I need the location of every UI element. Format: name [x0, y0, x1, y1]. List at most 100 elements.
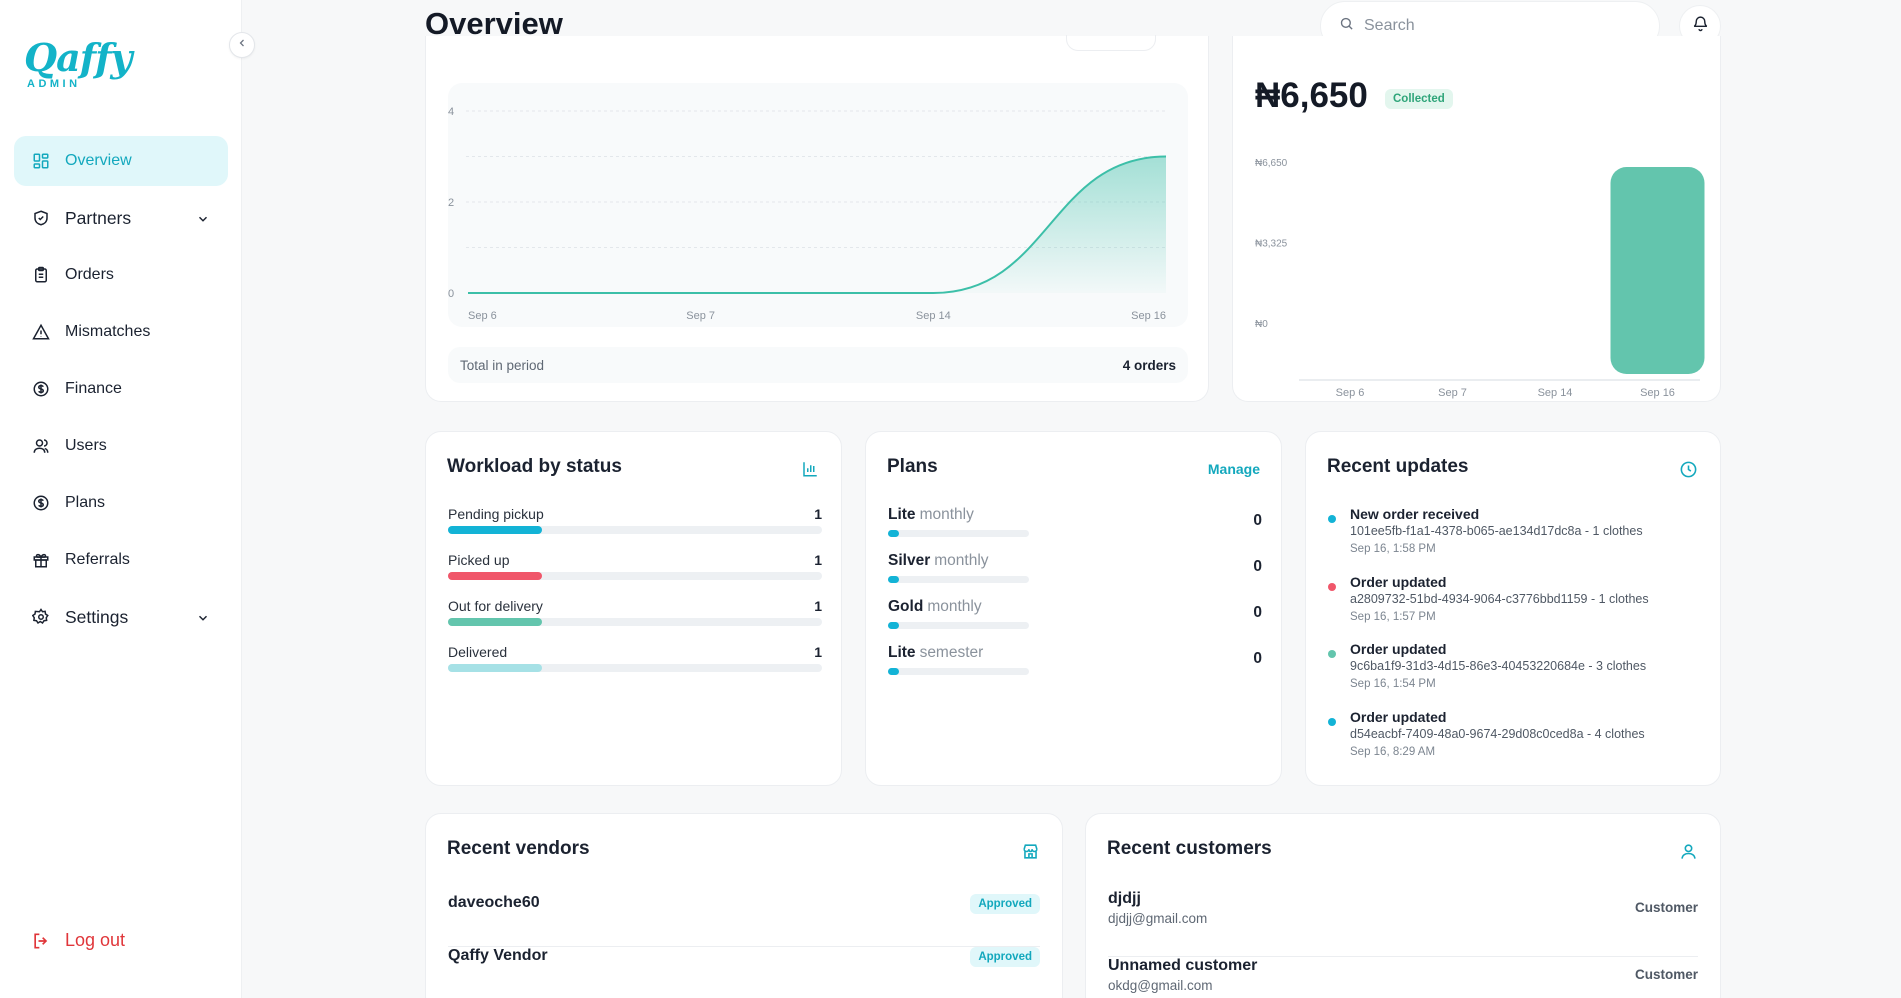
progress-track [448, 526, 822, 534]
sidebar-item-finance[interactable]: Finance [14, 364, 228, 414]
y-tick-label: 2 [448, 197, 454, 209]
search-icon [1339, 16, 1354, 36]
update-time: Sep 16, 1:54 PM [1350, 678, 1436, 690]
plan-count: 0 [1253, 650, 1262, 667]
update-item[interactable]: Order updated a2809732-51bd-4934-9064-c37… [1328, 574, 1708, 623]
dollar-icon [31, 493, 51, 513]
sidebar-item-label: Finance [65, 380, 122, 397]
x-tick-label: Sep 16 [1640, 387, 1675, 399]
workload-count: 1 [814, 506, 822, 522]
update-title: Order updated [1350, 641, 1447, 657]
workload-row: Out for delivery 1 [448, 598, 822, 626]
customers-title: Recent customers [1107, 838, 1272, 859]
recent-vendors-card: Recent vendors daveoche60 Approved Qaffy V… [425, 813, 1063, 998]
plan-name: Silver [888, 552, 931, 569]
progress-track [448, 618, 822, 626]
progress-fill [888, 576, 899, 583]
sidebar-item-label: Plans [65, 494, 106, 511]
sidebar-item-mismatches[interactable]: Mismatches [14, 307, 228, 357]
workload-count: 1 [814, 644, 822, 660]
y-tick-label: ₦0 [1255, 319, 1268, 330]
plan-row[interactable]: Lite monthly 0 [888, 506, 1262, 537]
plan-row[interactable]: Lite semester 0 [888, 644, 1262, 675]
sidebar-item-label: Settings [65, 606, 129, 627]
update-item[interactable]: Order updated 9c6ba1f9-31d3-4d15-86e3-404… [1328, 641, 1708, 690]
plan-row[interactable]: Gold monthly 0 [888, 598, 1262, 629]
status-dot [1328, 515, 1336, 523]
sidebar-item-users[interactable]: Users [14, 421, 228, 471]
clipboard-icon [31, 265, 51, 285]
finance-amount: ₦6,650 [1255, 76, 1368, 115]
logout-button[interactable]: Log out [31, 930, 125, 951]
sidebar-item-settings[interactable]: Settings [14, 592, 228, 642]
sidebar-item-label: Referrals [65, 551, 130, 568]
sidebar-item-label: Overview [65, 152, 132, 169]
total-label: Total in period [460, 357, 545, 373]
sidebar-item-partners[interactable]: Partners [14, 193, 228, 243]
brand-logo[interactable]: Qaffy ADMIN [24, 35, 132, 91]
clock-icon [1679, 460, 1698, 484]
vendor-name: Qaffy Vendor [448, 947, 548, 964]
bar[interactable] [1610, 167, 1705, 374]
orders-total-row: Total in period 4 orders [448, 347, 1188, 383]
updates-title: Recent updates [1327, 456, 1469, 477]
brand-sub: ADMIN [27, 78, 81, 90]
user-icon[interactable] [1679, 842, 1698, 866]
customer-row[interactable]: djdjj djdjj@gmail.com Customer [1108, 890, 1698, 957]
plan-count: 0 [1253, 604, 1262, 621]
customer-role: Customer [1634, 900, 1698, 915]
workload-label: Picked up [448, 552, 510, 568]
series-area [468, 156, 1166, 293]
plan-count: 0 [1253, 558, 1262, 575]
finance-bar-chart: ₦0 ₦3,325 ₦6,650 Sep 6 Sep 7 Sep 14 Sep 16 [1255, 158, 1705, 399]
orders-area-chart: 0 2 4 Sep 6 Sep 7 Sep 14 Sep 16 [448, 106, 1168, 322]
users-icon [31, 436, 51, 456]
logout-label: Log out [65, 930, 126, 950]
sidebar-item-label: Mismatches [65, 323, 151, 340]
progress-track [888, 668, 1029, 675]
y-tick-label: 4 [448, 106, 454, 118]
plan-term: semester [919, 644, 984, 661]
sidebar-item-plans[interactable]: Plans [14, 478, 228, 528]
progress-fill [888, 668, 899, 675]
workload-label: Delivered [448, 644, 508, 660]
progress-track [448, 664, 822, 672]
range-selector[interactable] [1066, 35, 1156, 51]
plan-row[interactable]: Silver monthly 0 [888, 552, 1262, 583]
update-time: Sep 16, 1:57 PM [1350, 610, 1436, 623]
plan-term: monthly [934, 552, 989, 569]
sidebar-item-referrals[interactable]: Referrals [14, 535, 228, 585]
progress-fill [448, 526, 542, 534]
update-item[interactable]: Order updated d54eacbf-7409-48a0-9674-29d… [1328, 709, 1708, 758]
sidebar-item-orders[interactable]: Orders [14, 250, 228, 300]
customer-email: djdjj@gmail.com [1108, 911, 1208, 926]
update-item[interactable]: New order received 101ee5fb-f1a1-4378-b06… [1328, 506, 1708, 555]
customer-row[interactable]: Unnamed customer okdg@gmail.com Customer [1108, 957, 1698, 998]
search-input[interactable] [1364, 17, 1624, 35]
progress-fill [448, 664, 542, 672]
manage-plans-link[interactable]: Manage [1207, 461, 1260, 477]
status-badge: Collected [1385, 89, 1453, 109]
recent-customers-card: Recent customers djdjj djdjj@gmail.com Cus… [1085, 813, 1721, 998]
brand-name: Qaffy [24, 35, 132, 80]
update-time: Sep 16, 1:58 PM [1350, 543, 1436, 555]
progress-fill [888, 530, 899, 537]
sidebar-nav: Overview Partners Orders Mismatches [14, 136, 228, 649]
y-tick-label: ₦3,325 [1255, 239, 1288, 250]
vendor-row[interactable]: Qaffy Vendor Approved [448, 947, 1040, 998]
progress-track [888, 530, 1029, 537]
update-detail: 9c6ba1f9-31d3-4d15-86e3-40453220684e - 3… [1350, 659, 1647, 673]
workload-row: Picked up 1 [448, 552, 822, 580]
update-detail: a2809732-51bd-4934-9064-c3776bbd1159 - 1… [1350, 591, 1649, 606]
vendor-row[interactable]: daveoche60 Approved [448, 894, 1040, 947]
sidebar-item-label: Orders [65, 266, 114, 283]
x-tick-label: Sep 14 [1538, 387, 1573, 399]
bar-chart-icon[interactable] [801, 460, 819, 483]
update-title: New order received [1350, 506, 1480, 522]
update-detail: d54eacbf-7409-48a0-9674-29d08c0ced8a - 4… [1350, 726, 1645, 741]
collapse-sidebar-button[interactable] [229, 32, 255, 58]
store-icon[interactable] [1021, 842, 1040, 866]
y-tick-label: 0 [448, 288, 454, 300]
workload-count: 1 [814, 598, 822, 614]
sidebar-item-overview[interactable]: Overview [14, 136, 228, 186]
